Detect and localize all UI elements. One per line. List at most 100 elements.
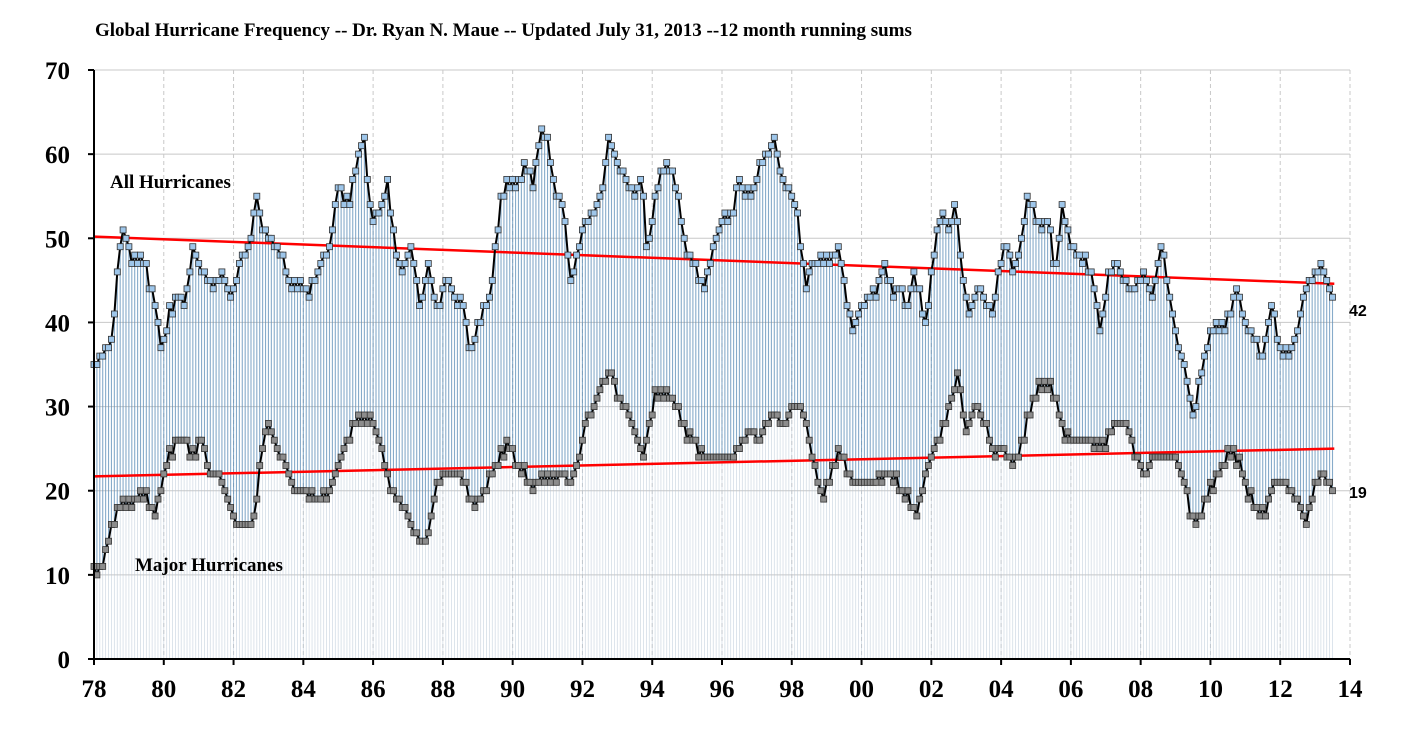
all-hurricanes-point (741, 192, 749, 200)
all-hurricanes-point (962, 293, 970, 301)
all-hurricanes-point (1163, 276, 1171, 284)
all-hurricanes-point (866, 293, 874, 301)
major-hurricanes-point (878, 478, 886, 486)
major-hurricanes-point (142, 487, 150, 495)
y-tick-label: 60 (45, 142, 70, 169)
major-hurricanes-point (137, 487, 144, 495)
major-hurricanes-point (974, 403, 982, 411)
all-hurricanes-point (1262, 335, 1269, 343)
all-hurricanes-point (183, 285, 191, 293)
major-hurricanes-point (991, 453, 999, 461)
all-hurricanes-point (230, 285, 237, 293)
all-hurricanes-point (538, 125, 546, 133)
major-hurricanes-point (102, 546, 109, 553)
all-hurricanes-point (925, 302, 932, 310)
all-hurricanes-point (957, 251, 964, 259)
all-hurricanes-point (648, 218, 656, 225)
all-hurricanes-point (1253, 335, 1261, 343)
major-hurricanes-point (1288, 487, 1296, 495)
all-hurricanes-point (1090, 285, 1098, 293)
major-hurricanes-point (611, 377, 618, 385)
major-hurricanes-point (488, 470, 496, 478)
major-hurricanes-point (518, 470, 525, 478)
all-hurricanes-point (1189, 411, 1197, 419)
all-hurricanes-point (1183, 377, 1191, 385)
all-hurricanes-point (518, 175, 525, 183)
all-hurricanes-point (628, 184, 636, 192)
major-hurricanes-point (962, 428, 970, 436)
major-hurricanes-point (986, 436, 993, 444)
major-hurricanes-point (927, 453, 935, 461)
all-hurricanes-point (1064, 226, 1072, 234)
all-hurricanes-point (669, 167, 676, 175)
major-hurricanes-point (186, 453, 194, 461)
major-hurricanes-point (846, 470, 854, 478)
all-hurricanes-point (337, 184, 345, 192)
all-hurricanes-point (108, 335, 115, 343)
all-hurricanes-point (1233, 285, 1240, 293)
major-hurricanes-point (1241, 478, 1249, 486)
all-hurricanes-point (1175, 344, 1182, 352)
major-hurricanes-point (680, 419, 688, 427)
all-hurricanes-point (1288, 344, 1296, 352)
major-hurricanes-point (116, 504, 124, 511)
chart-title: Global Hurricane Frequency -- Dr. Ryan N… (95, 20, 912, 41)
all-hurricanes-point (776, 167, 784, 175)
major-hurricanes-point (1032, 394, 1040, 402)
major-hurricanes-point (421, 537, 429, 545)
all-hurricanes-point (840, 276, 848, 284)
all-hurricanes-point (1160, 251, 1168, 259)
all-hurricanes-point (675, 192, 682, 200)
major-hurricanes-point (468, 495, 476, 503)
major-hurricanes-point (544, 470, 551, 478)
major-hurricanes-point (1180, 478, 1188, 486)
major-hurricanes-point (1096, 445, 1104, 453)
major-hurricanes-point (826, 478, 833, 486)
all-hurricanes-point (750, 184, 758, 192)
major-hurricanes-point (1253, 504, 1261, 511)
major-hurricanes-point (308, 487, 316, 495)
major-hurricanes-point (1137, 462, 1144, 469)
all-hurricanes-point (529, 184, 537, 192)
major-hurricanes-point (1183, 487, 1191, 495)
all-hurricanes-point (317, 260, 325, 267)
major-hurricanes-point (1099, 436, 1107, 444)
major-hurricanes-point (1282, 478, 1290, 486)
major-hurricanes-point (645, 419, 653, 427)
major-hurricanes-point (640, 453, 647, 461)
x-tick-label: 78 (82, 676, 107, 703)
trendline (93, 235, 1335, 285)
all-hurricanes-point (855, 310, 862, 318)
major-hurricanes-point (471, 504, 479, 511)
all-hurricanes-point (721, 209, 729, 217)
all-hurricanes-point (253, 192, 261, 200)
all-hurricanes-point (1058, 201, 1066, 209)
all-hurricanes-point (509, 175, 517, 183)
all-hurricanes-point (579, 226, 586, 234)
major-hurricanes-point (1230, 445, 1238, 453)
major-hurricanes-point (326, 487, 333, 495)
major-hurricanes-point (916, 495, 924, 503)
major-hurricanes-point (834, 445, 842, 453)
all-hurricanes-point (1195, 377, 1203, 385)
major-hurricanes-point (331, 470, 339, 478)
major-hurricanes-point (800, 411, 807, 419)
major-hurricanes-point (814, 478, 822, 486)
major-hurricanes-point (811, 462, 819, 469)
all-hurricanes-point (390, 226, 397, 234)
all-hurricanes-point (1052, 260, 1060, 267)
major-hurricanes-point (695, 453, 703, 461)
major-hurricanes-point (166, 445, 174, 453)
all-hurricanes-point (128, 260, 136, 267)
all-hurricanes-point (186, 268, 194, 276)
all-hurricanes-point (1148, 293, 1156, 301)
major-hurricanes-point (1314, 478, 1322, 486)
all-hurricanes-point (1218, 318, 1226, 326)
all-hurricanes-point (471, 335, 479, 343)
major-hurricanes-point (875, 470, 883, 478)
x-tick-label: 98 (779, 676, 804, 703)
major-hurricanes-point (872, 478, 880, 486)
major-hurricanes-point (922, 470, 929, 478)
all-hurricanes-point (736, 175, 743, 183)
all-hurricanes-point (1116, 268, 1124, 276)
